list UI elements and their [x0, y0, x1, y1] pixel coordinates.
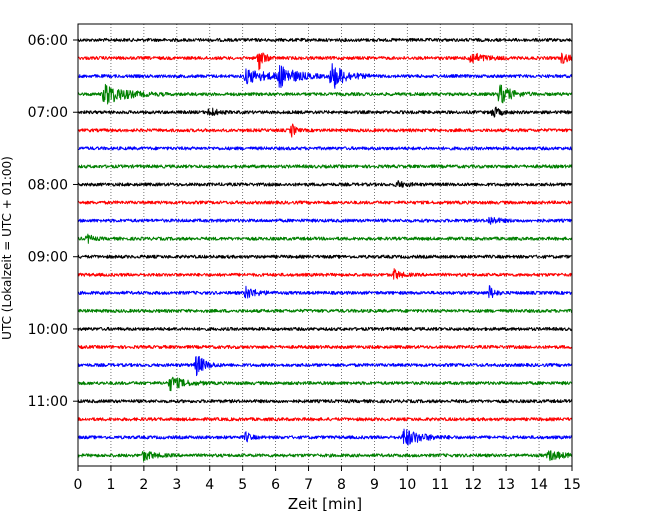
trace-line — [77, 254, 573, 259]
x-tick-label: 13 — [497, 477, 515, 493]
x-tick-label: 10 — [398, 477, 416, 493]
trace-line — [77, 376, 573, 392]
x-tick-label: 2 — [139, 477, 148, 493]
x-tick-label: 15 — [563, 477, 581, 493]
y-tick-label: 08:00 — [28, 177, 68, 193]
trace-line — [77, 52, 573, 71]
y-axis-label: UTC (Lokalzeit = UTC + 01:00) — [0, 156, 14, 340]
x-tick-label: 3 — [172, 477, 181, 493]
x-axis-label: Zeit [min] — [288, 495, 362, 513]
x-tick-label: 7 — [304, 477, 313, 493]
x-tick-label: 0 — [74, 477, 83, 493]
trace-line — [77, 37, 573, 43]
trace-line — [77, 180, 573, 188]
trace-line — [77, 83, 573, 105]
x-tick-label: 12 — [464, 477, 482, 493]
trace-line — [77, 428, 573, 446]
y-tick-label: 09:00 — [28, 250, 68, 266]
plot-frame — [77, 23, 573, 467]
trace-line — [77, 417, 573, 422]
y-tick-label: 11:00 — [28, 394, 68, 410]
trace-line — [77, 399, 573, 404]
trace-line — [77, 450, 573, 462]
y-tick-label: 10:00 — [28, 322, 68, 338]
x-tick-label: 14 — [530, 477, 548, 493]
x-tick-label: 6 — [271, 477, 280, 493]
trace-line — [77, 216, 573, 225]
trace-line — [77, 326, 573, 332]
x-tick-label: 5 — [238, 477, 247, 493]
y-tick-label: 06:00 — [28, 33, 68, 49]
x-tick-label: 4 — [205, 477, 214, 493]
x-tick-label: 9 — [370, 477, 379, 493]
x-tick-label: 8 — [337, 477, 346, 493]
trace-line — [77, 200, 573, 205]
trace-line — [77, 233, 573, 244]
trace-line — [77, 268, 573, 280]
y-tick-label: 07:00 — [28, 105, 68, 121]
plot-area — [78, 24, 572, 466]
traces — [77, 37, 573, 462]
trace-line — [77, 356, 573, 377]
x-tick-label: 11 — [431, 477, 449, 493]
trace-line — [77, 164, 573, 169]
trace-line — [77, 285, 573, 299]
trace-line — [77, 63, 573, 89]
x-tick-label: 1 — [106, 477, 115, 493]
trace-line — [77, 344, 573, 350]
trace-line — [77, 123, 573, 138]
trace-line — [77, 308, 573, 313]
y-axis-ticks: 06:00 07:00 08:00 09:00 10:00 11:00 — [28, 33, 78, 410]
x-axis-ticks: 0 1 2 3 4 5 6 7 8 9 10 11 12 13 14 15 — [74, 466, 581, 493]
trace-line — [77, 146, 573, 151]
trace-line — [77, 106, 573, 118]
